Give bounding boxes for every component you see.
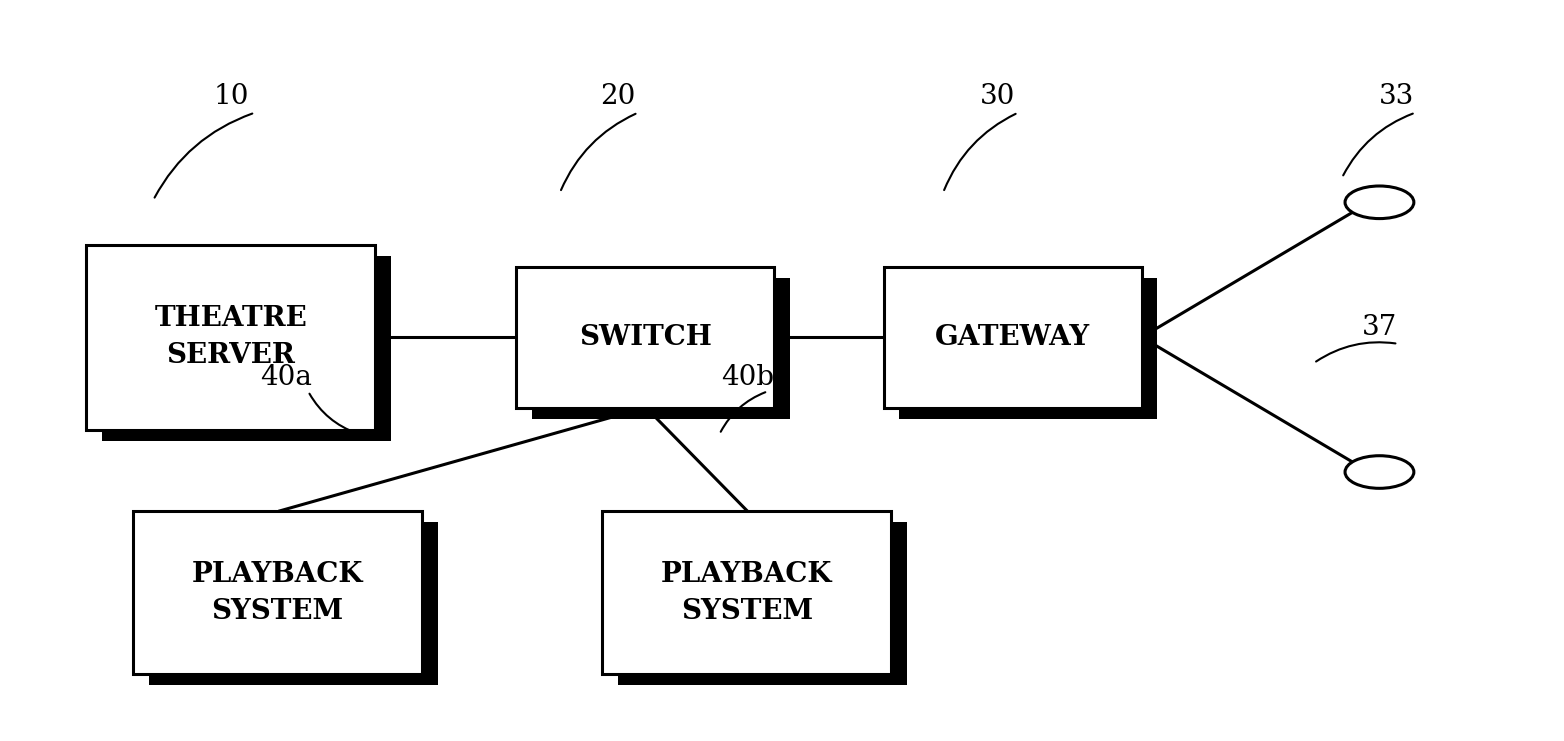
Bar bbox=[532, 278, 790, 419]
Bar bbox=[149, 522, 438, 685]
Text: 10: 10 bbox=[214, 83, 249, 110]
Text: 37: 37 bbox=[1362, 314, 1397, 341]
Bar bbox=[618, 522, 907, 685]
Text: SWITCH: SWITCH bbox=[579, 324, 712, 350]
Bar bbox=[899, 278, 1157, 419]
Bar bbox=[102, 256, 391, 441]
Bar bbox=[133, 511, 422, 674]
Text: PLAYBACK
SYSTEM: PLAYBACK SYSTEM bbox=[192, 560, 363, 625]
Text: 40b: 40b bbox=[721, 365, 774, 391]
Text: 30: 30 bbox=[981, 83, 1015, 110]
Bar bbox=[884, 267, 1142, 408]
Text: GATEWAY: GATEWAY bbox=[935, 324, 1090, 350]
Text: 33: 33 bbox=[1379, 83, 1414, 110]
Circle shape bbox=[1345, 186, 1414, 219]
Text: 40a: 40a bbox=[260, 365, 313, 391]
Text: PLAYBACK
SYSTEM: PLAYBACK SYSTEM bbox=[662, 560, 832, 625]
Circle shape bbox=[1345, 456, 1414, 488]
Text: THEATRE
SERVER: THEATRE SERVER bbox=[155, 305, 307, 370]
Bar bbox=[86, 245, 375, 430]
Bar bbox=[602, 511, 891, 674]
Text: 20: 20 bbox=[601, 83, 635, 110]
Bar bbox=[516, 267, 774, 408]
